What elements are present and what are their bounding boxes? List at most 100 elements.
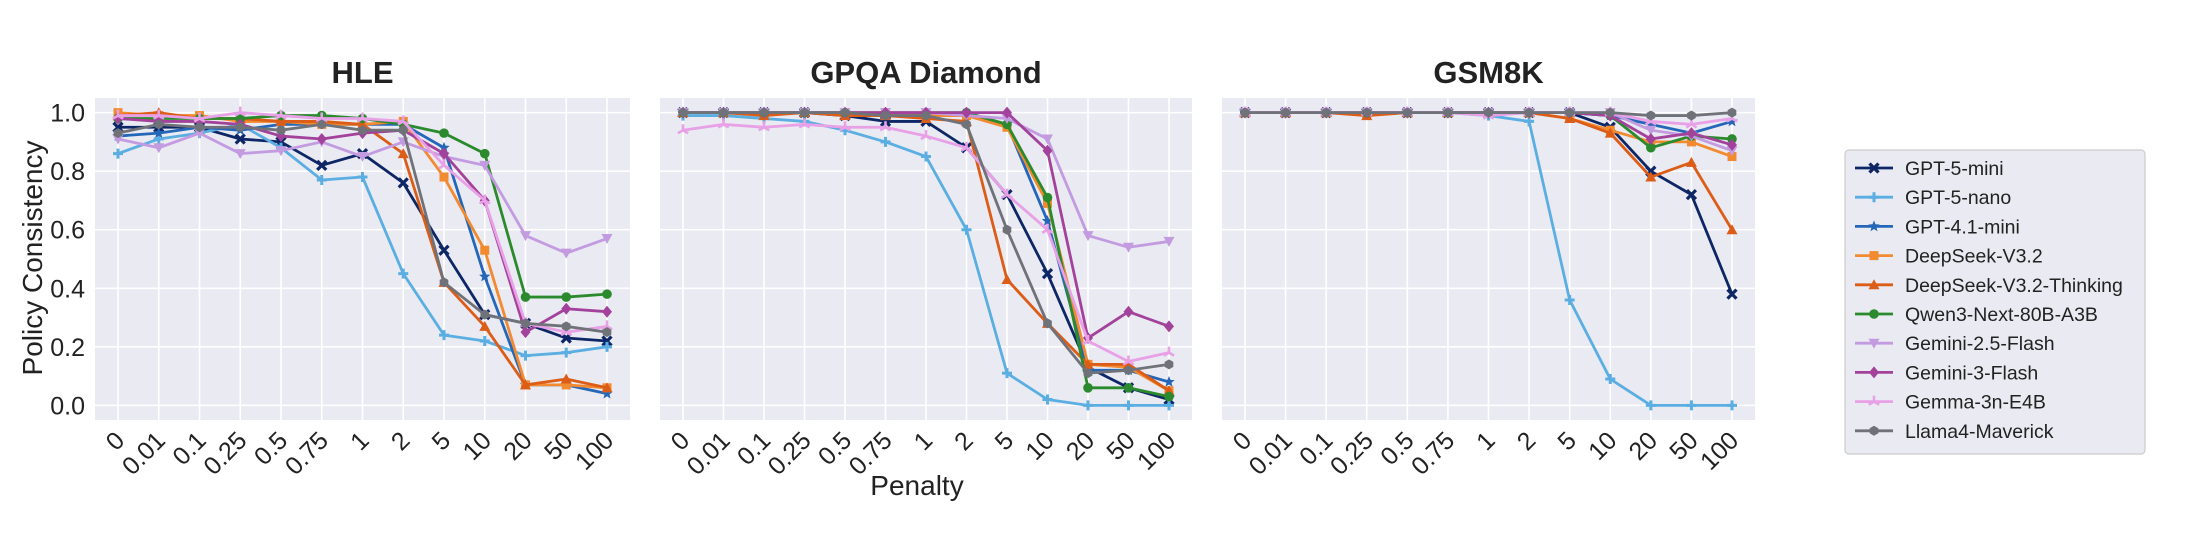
data-point — [561, 302, 572, 315]
x-tick-label: 5 — [1552, 426, 1582, 456]
data-point — [839, 121, 851, 132]
data-point — [1443, 107, 1453, 118]
data-point — [397, 115, 410, 126]
data-point — [1124, 365, 1133, 376]
data-point — [357, 172, 368, 183]
x-tick-label: 100 — [570, 426, 619, 475]
legend-entry-gemini-2-5-flash: Gemini-2.5-Flash — [1855, 333, 2055, 355]
data-point — [1042, 394, 1053, 405]
data-point — [1002, 119, 1012, 130]
data-point — [154, 119, 164, 130]
data-point — [921, 110, 931, 121]
data-point — [601, 387, 613, 399]
data-point — [1565, 107, 1574, 118]
data-point — [1645, 171, 1657, 182]
data-point — [1726, 146, 1738, 157]
data-point — [1123, 242, 1134, 253]
data-point — [1002, 106, 1012, 119]
data-point — [357, 152, 368, 163]
data-point — [153, 127, 165, 138]
data-point — [1042, 144, 1053, 157]
data-point — [1164, 320, 1174, 333]
data-point — [1164, 391, 1174, 402]
data-point — [1727, 138, 1737, 151]
legend-label: GPT-4.1-mini — [1905, 216, 2020, 238]
x-tick-label: 1 — [909, 426, 939, 456]
data-point — [1726, 224, 1738, 235]
data-point — [1164, 359, 1174, 370]
data-point — [1685, 156, 1697, 167]
data-point — [601, 335, 613, 347]
panel-title: GPQA Diamond — [810, 55, 1041, 90]
data-point — [480, 245, 490, 255]
data-point — [439, 330, 449, 341]
data-point — [759, 107, 769, 118]
panel-title: GSM8K — [1433, 55, 1544, 90]
x-tick-label: 0.75 — [280, 426, 334, 480]
data-point — [561, 380, 571, 390]
data-point — [758, 121, 770, 132]
legend-label: Llama4-Maverick — [1905, 421, 2054, 443]
data-point — [520, 231, 531, 242]
x-tick-label: 1 — [1471, 426, 1501, 456]
data-point — [438, 141, 450, 153]
data-point — [356, 112, 369, 123]
legend-marker — [1869, 251, 1879, 261]
data-point — [1687, 110, 1696, 121]
data-point — [479, 320, 491, 331]
data-point — [921, 151, 931, 162]
data-point — [601, 382, 613, 393]
data-point — [1645, 125, 1657, 136]
data-point — [234, 149, 246, 160]
x-tick-label: 20 — [1624, 426, 1663, 465]
data-point — [678, 107, 688, 118]
data-point — [800, 107, 809, 118]
data-point — [560, 248, 572, 259]
data-point — [1123, 400, 1134, 411]
data-point — [234, 133, 246, 145]
legend-marker — [1869, 425, 1879, 436]
data-point — [1726, 288, 1738, 300]
y-tick-label: 0.4 — [50, 275, 85, 303]
data-point — [112, 134, 124, 145]
x-tick-label: 20 — [1061, 426, 1100, 465]
x-tick-label: 10 — [458, 426, 497, 465]
data-point — [1604, 127, 1616, 138]
data-point — [1163, 236, 1175, 247]
data-point — [194, 128, 205, 139]
data-point — [397, 177, 409, 189]
data-point — [1123, 305, 1134, 318]
y-tick-label: 0.8 — [50, 158, 85, 186]
data-point — [1041, 268, 1054, 280]
data-point — [1163, 346, 1175, 357]
data-point — [1163, 375, 1175, 387]
data-point — [315, 112, 328, 123]
data-point — [1164, 400, 1174, 411]
x-tick-label: 2 — [949, 426, 979, 456]
legend-label: Qwen3-Next-80B-A3B — [1905, 304, 2098, 326]
legend-label: Gemini-3-Flash — [1905, 362, 2038, 384]
data-point — [520, 292, 531, 302]
x-tick-label: 2 — [1512, 426, 1542, 456]
data-point — [479, 335, 490, 346]
data-point — [1685, 188, 1698, 201]
data-point — [1083, 368, 1093, 379]
data-point — [601, 234, 613, 245]
y-axis-label: Policy Consistency — [17, 141, 48, 376]
data-point — [520, 326, 531, 339]
data-point — [881, 110, 890, 121]
data-point — [398, 125, 408, 136]
data-point — [1484, 107, 1493, 118]
x-tick-label: 5 — [990, 426, 1020, 456]
x-tick-label: 50 — [539, 426, 578, 465]
y-tick-label: 0.2 — [50, 334, 85, 362]
data-point — [195, 122, 204, 133]
data-point — [520, 379, 531, 390]
x-tick-label: 0.25 — [1325, 426, 1379, 480]
data-point — [275, 115, 287, 126]
data-point — [1002, 224, 1012, 235]
data-point — [479, 270, 491, 282]
legend-entry-deepseek-v3-2: DeepSeek-V3.2 — [1855, 246, 2043, 268]
